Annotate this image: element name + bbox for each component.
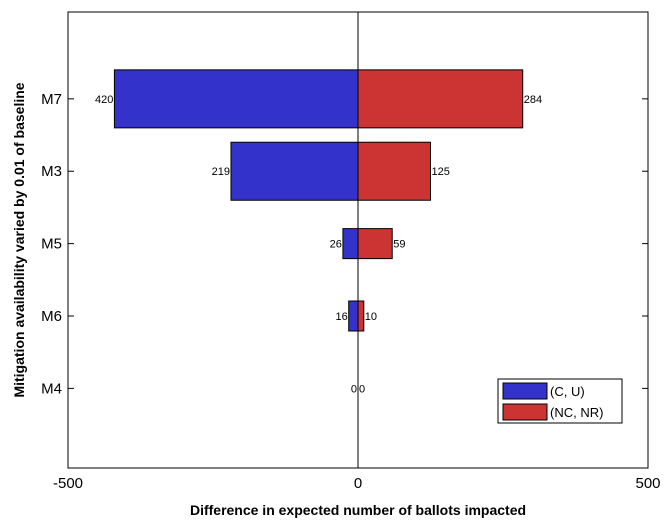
data-label-m5-c-u: 26 <box>330 239 342 251</box>
x-tick-label-0: -500 <box>53 475 83 492</box>
data-label-m6-nc-nr: 10 <box>365 311 377 323</box>
data-labels: 420 284 219 125 26 59 16 10 0 0 <box>95 94 542 396</box>
y-tick-label-m6: M6 <box>41 308 62 325</box>
y-ticks: M7 M3 M5 M6 M4 <box>41 91 648 397</box>
legend: (C, U) (NC, NR) <box>497 378 623 424</box>
data-label-m5-nc-nr: 59 <box>393 239 405 251</box>
legend-swatch-c-u <box>502 382 548 400</box>
bar-m6-c-u <box>348 300 359 332</box>
data-label-m7-nc-nr: 284 <box>524 94 542 106</box>
data-label-m6-c-u: 16 <box>335 311 347 323</box>
bar-m6-nc-nr <box>357 300 365 332</box>
bar-m5-c-u <box>342 228 359 260</box>
bar-m3-nc-nr <box>357 141 431 201</box>
legend-label-nc-nr: (NC, NR) <box>550 405 603 420</box>
bar-m7-nc-nr <box>357 69 524 129</box>
y-tick-label-m4: M4 <box>41 380 62 397</box>
bars <box>113 69 524 332</box>
data-label-m4-nc-nr: 0 <box>359 383 365 395</box>
y-tick-label-m5: M5 <box>41 236 62 253</box>
bar-m5-nc-nr <box>357 228 393 260</box>
legend-swatch-nc-nr <box>502 403 548 421</box>
y-axis-title: Mitigation availability varied by 0.01 o… <box>11 82 27 397</box>
x-axis-title: Difference in expected number of ballots… <box>190 502 526 518</box>
data-label-m3-c-u: 219 <box>212 166 230 178</box>
y-tick-label-m3: M3 <box>41 163 62 180</box>
y-tick-label-m7: M7 <box>41 91 62 108</box>
x-tick-label-1: 0 <box>354 475 362 492</box>
bar-m3-c-u <box>230 141 359 201</box>
x-tick-label-2: 500 <box>635 475 660 492</box>
x-ticks: -500 0 500 <box>53 12 661 492</box>
data-label-m4-c-u: 0 <box>351 383 357 395</box>
legend-label-c-u: (C, U) <box>550 384 585 399</box>
bar-m7-c-u <box>113 69 359 129</box>
data-label-m7-c-u: 420 <box>95 94 113 106</box>
data-label-m3-nc-nr: 125 <box>432 166 450 178</box>
